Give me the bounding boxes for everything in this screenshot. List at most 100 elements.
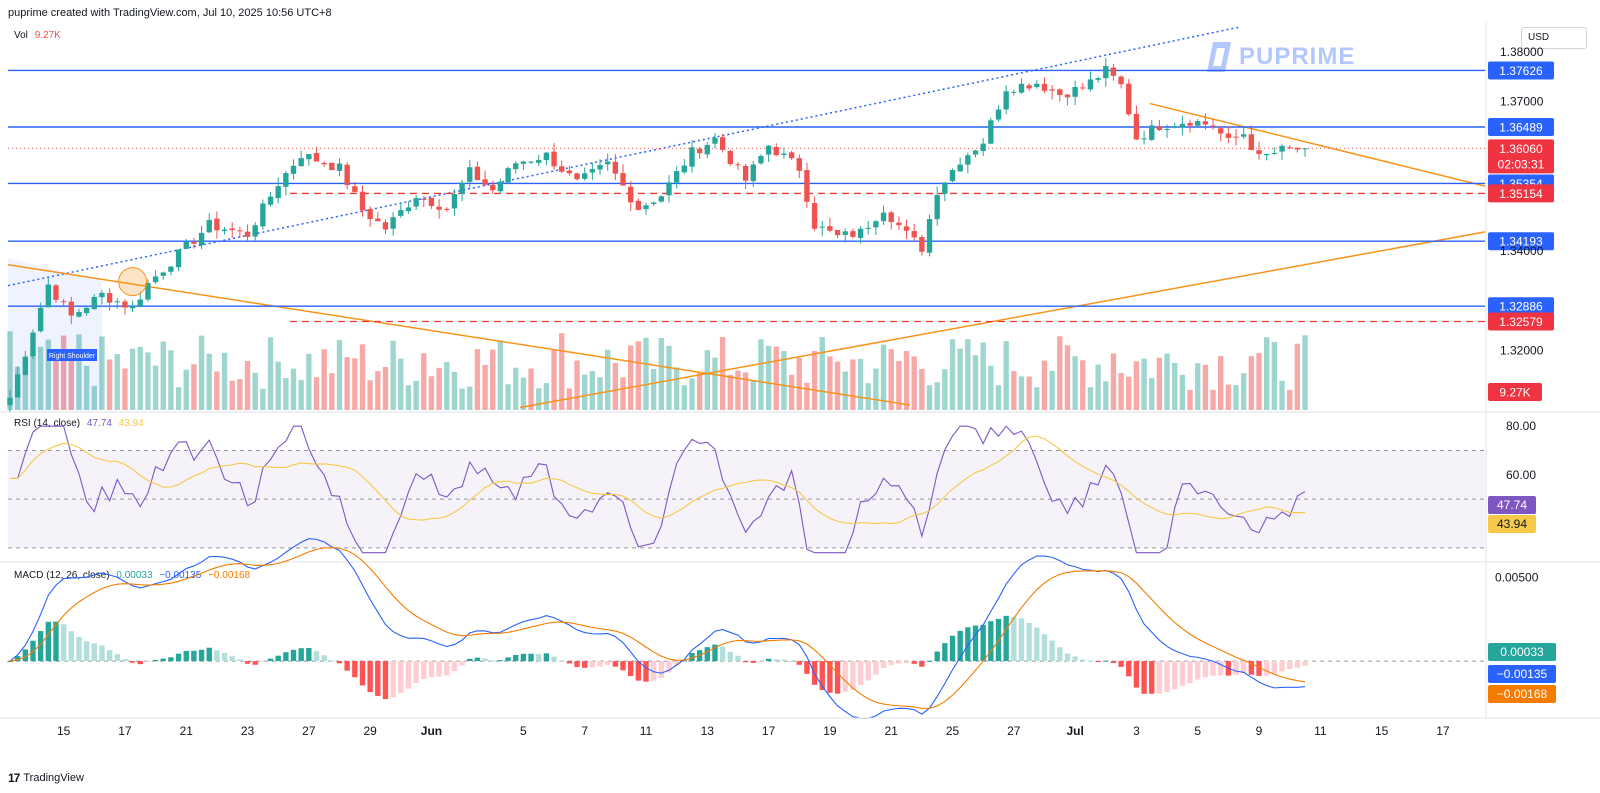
volume-bar — [1095, 364, 1101, 410]
macd-histogram-bar — [398, 661, 404, 694]
tradingview-logo-icon: 17 — [8, 771, 20, 785]
macd-histogram-bar — [543, 653, 550, 662]
macd-histogram-bar — [620, 661, 626, 671]
macd-legend-label: MACD (12, 26, close) — [14, 570, 110, 581]
macd-histogram-bar — [160, 658, 166, 662]
macd-histogram-bar — [804, 661, 810, 674]
tradingview-brand: TradingView — [23, 772, 84, 784]
volume-bar — [329, 373, 335, 410]
candle-body — [781, 153, 787, 155]
macd-histogram-bar — [957, 630, 963, 662]
macd-histogram-bar — [1149, 661, 1155, 694]
volume-bar — [758, 339, 764, 410]
rsi-ma-line — [10, 435, 1306, 525]
volume-bar — [896, 360, 902, 410]
volume-bar — [1072, 356, 1078, 410]
candle-body — [712, 137, 718, 144]
macd-histogram-bar — [1233, 661, 1239, 675]
candle-body — [91, 296, 97, 310]
volume-bar — [980, 342, 986, 410]
volume-bar — [1156, 357, 1163, 410]
level-price-label: 1.34193 — [1499, 235, 1543, 249]
volume-bar — [474, 349, 481, 410]
macd-histogram-bar — [283, 652, 289, 662]
time-tick-label: 27 — [1007, 724, 1021, 738]
candle-body — [804, 170, 810, 202]
volume-bar — [1133, 361, 1140, 410]
candle-body — [329, 162, 335, 171]
candle-body — [865, 227, 871, 229]
candle-body — [727, 150, 733, 165]
candle-body — [145, 282, 151, 300]
macd-histogram-bar — [758, 661, 764, 663]
volume-bar — [160, 341, 166, 410]
volume-bar — [244, 360, 251, 410]
volume-bar — [689, 378, 695, 410]
macd-histogram-bar — [60, 624, 67, 662]
level-price-label: 1.32886 — [1499, 300, 1543, 314]
candle-body — [589, 169, 596, 173]
candle-body — [559, 166, 565, 172]
macd-histogram-bar — [1080, 659, 1086, 662]
macd-histogram-bar — [919, 661, 925, 667]
macd-histogram-bar — [1095, 661, 1101, 663]
candle-body — [1003, 91, 1009, 110]
macd-histogram-bar — [122, 659, 128, 662]
price-tick-label: 1.37000 — [1500, 95, 1544, 109]
trendlines — [7, 26, 1486, 410]
candle-body — [1057, 89, 1063, 96]
macd-tick-label: 0.00500 — [1495, 570, 1539, 584]
volume-bar — [129, 348, 136, 410]
volume-legend-value: 9.27K — [34, 30, 61, 41]
volume-bar — [543, 383, 550, 410]
price-levels — [8, 69, 1485, 323]
candle-body — [367, 209, 373, 220]
time-tick-label: 17 — [118, 724, 132, 738]
volume-bar — [76, 334, 82, 410]
volume-bar — [53, 360, 59, 410]
volume-bar — [972, 355, 979, 410]
macd-histogram-bar — [903, 661, 910, 664]
volume-bar — [390, 340, 396, 410]
macd-histogram-bar — [1294, 661, 1301, 668]
candle-body — [536, 160, 542, 163]
volume-tag — [1488, 383, 1542, 401]
macd-histogram-bar — [681, 660, 688, 662]
volume-bar — [811, 351, 818, 410]
candle-body — [1195, 121, 1201, 126]
currency-selector[interactable]: USD — [1521, 27, 1587, 49]
dotted-channel-line — [7, 26, 1241, 287]
candle-body — [880, 212, 887, 222]
macd-histogram-bar — [298, 648, 304, 662]
macd-histogram-bar — [1034, 627, 1040, 662]
volume-bar — [321, 349, 327, 410]
candle-body — [972, 150, 979, 155]
volume-bar — [635, 341, 642, 410]
macd-histogram-bar — [30, 640, 36, 662]
macd-histogram-bar — [1210, 661, 1216, 676]
macd-histogram-bar — [926, 660, 933, 662]
macd-histogram-bar — [237, 659, 243, 662]
macd-histogram-bar — [1026, 622, 1032, 662]
macd-histogram-bar — [474, 657, 481, 662]
volume-bar — [37, 346, 44, 410]
volume-bar — [221, 352, 228, 410]
candle-body — [650, 202, 657, 205]
volume-bar — [696, 372, 703, 410]
candle-body — [673, 171, 680, 183]
candle-body — [490, 184, 496, 191]
volume-bar — [681, 385, 688, 410]
candle-body — [942, 182, 948, 194]
volume-bar — [336, 340, 343, 410]
candle-body — [574, 173, 580, 180]
volume-bar — [106, 359, 113, 410]
macd-value-label: −0.00168 — [1497, 687, 1548, 701]
macd-histogram-bar — [1271, 661, 1278, 675]
volume-bar — [1179, 374, 1186, 410]
volume-bar — [30, 351, 36, 410]
macd-histogram-bar — [390, 661, 396, 698]
volume-bar — [773, 346, 779, 410]
volume-bar — [942, 369, 948, 410]
volume-bar — [995, 385, 1002, 410]
